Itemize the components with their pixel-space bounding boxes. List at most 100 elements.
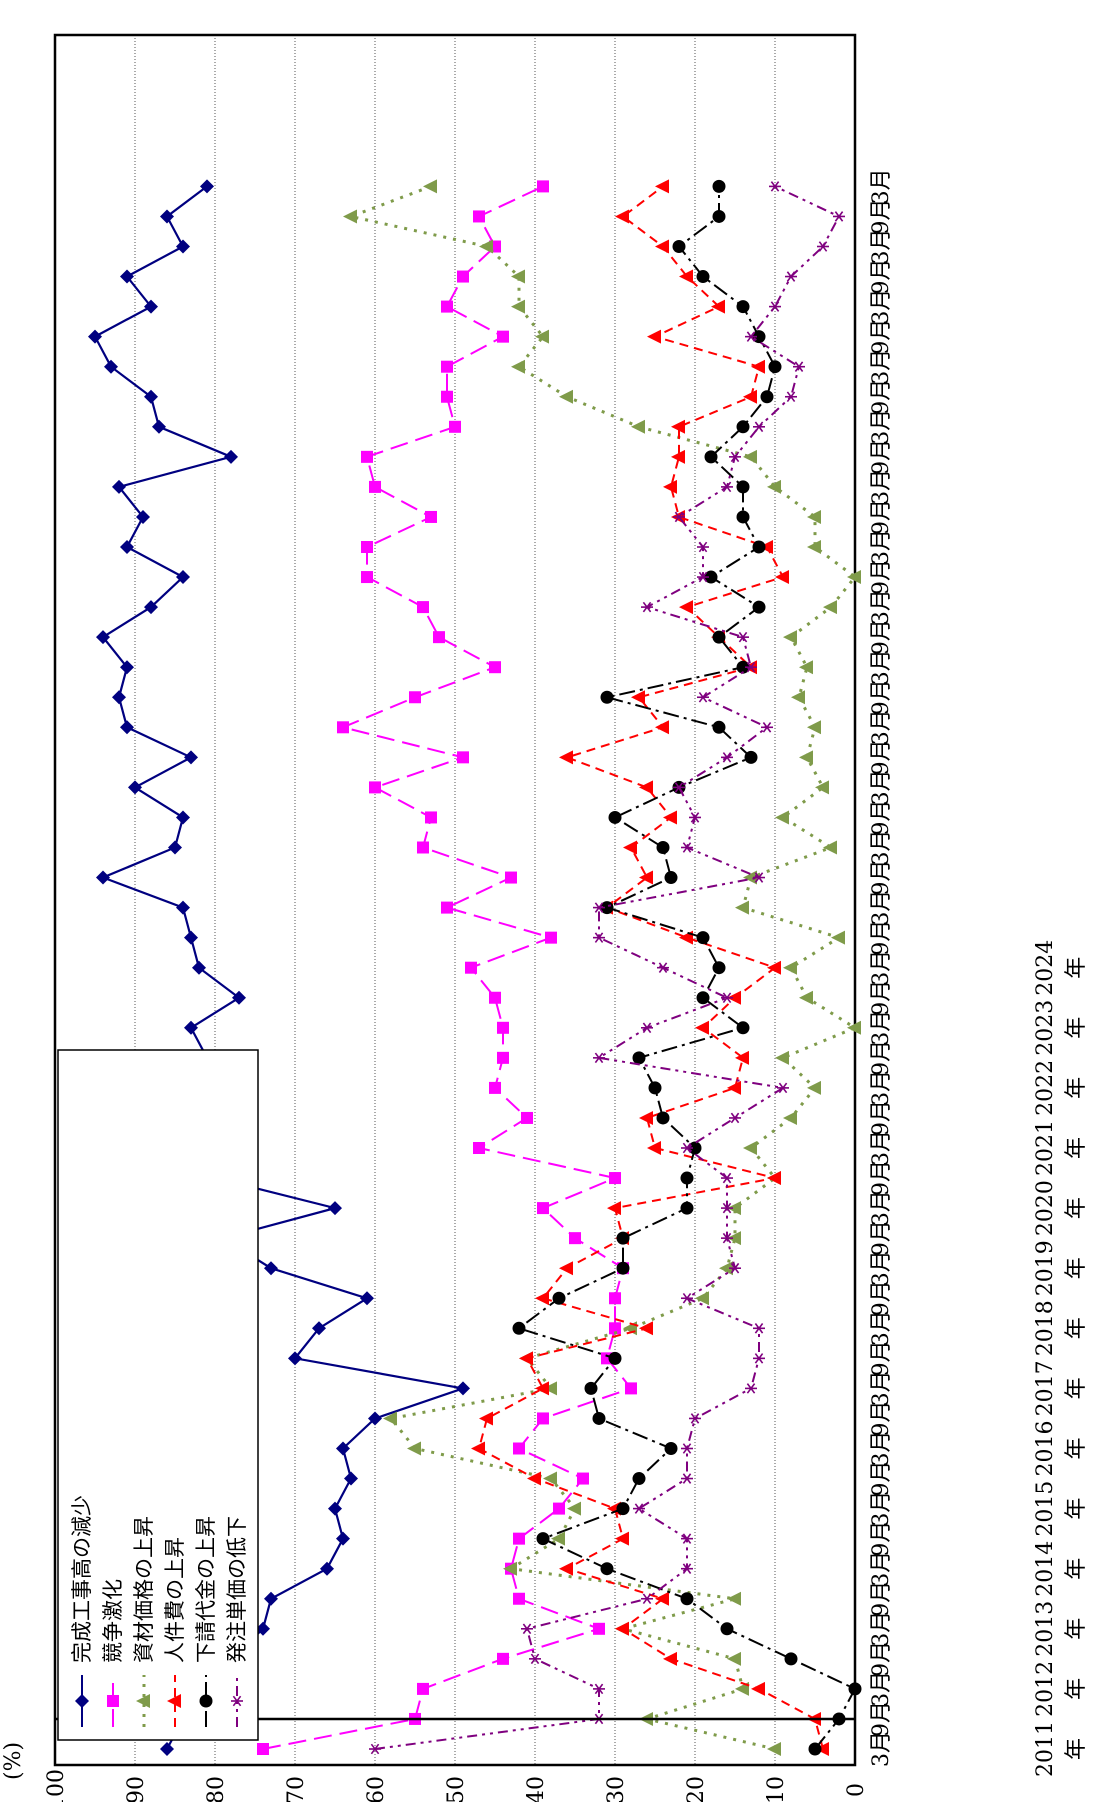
data-point-marker	[336, 1441, 350, 1456]
value-tick-label: 100	[44, 1769, 69, 1802]
data-point-marker	[112, 690, 126, 705]
data-point-marker	[288, 1351, 302, 1366]
year-suffix-label: 年	[1064, 1618, 1089, 1640]
data-point-marker	[815, 780, 829, 795]
data-point-marker	[609, 1292, 621, 1305]
year-tick-label: 2022	[1033, 1060, 1058, 1116]
month-tick-label: 3月	[869, 1130, 894, 1166]
data-point-marker	[344, 1471, 358, 1486]
data-point-marker	[712, 630, 726, 644]
month-tick-label: 3月	[869, 1010, 894, 1046]
data-point-marker	[655, 239, 669, 254]
year-suffix-label: 年	[1064, 1377, 1089, 1399]
data-point-marker	[663, 479, 677, 494]
year-suffix-label: 年	[1064, 1257, 1089, 1279]
data-point-marker	[505, 871, 517, 884]
data-point-marker	[529, 1653, 541, 1665]
data-point-marker	[631, 690, 645, 705]
data-point-marker	[727, 1651, 741, 1666]
data-point-marker	[647, 329, 661, 344]
data-point-marker	[343, 209, 357, 224]
data-point-marker	[655, 179, 669, 194]
month-tick-label: 9月	[869, 1461, 894, 1497]
data-point-marker	[328, 1501, 342, 1516]
data-point-marker	[497, 1051, 509, 1064]
data-point-marker	[615, 1531, 629, 1546]
data-point-marker	[639, 780, 653, 795]
data-point-marker	[727, 1080, 741, 1095]
data-point-marker	[655, 720, 669, 735]
month-tick-label: 9月	[869, 1280, 894, 1316]
data-point-marker	[553, 1502, 565, 1515]
data-point-marker	[727, 990, 741, 1005]
data-point-marker	[545, 931, 557, 944]
data-point-marker	[745, 661, 757, 673]
data-point-marker	[144, 299, 158, 314]
data-point-marker	[761, 722, 773, 733]
data-point-marker	[664, 1442, 678, 1455]
data-point-marker	[417, 841, 429, 854]
data-point-marker	[136, 1694, 150, 1708]
data-point-marker	[368, 1411, 382, 1426]
data-point-marker	[737, 631, 749, 643]
data-point-marker	[160, 209, 174, 224]
value-tick-label: 50	[444, 1776, 469, 1802]
data-point-marker	[727, 1591, 741, 1606]
data-point-marker	[767, 1742, 781, 1756]
data-point-marker	[736, 300, 750, 314]
data-point-marker	[808, 1742, 822, 1756]
legend-label: 下請代金の上昇	[194, 1516, 218, 1663]
data-point-marker	[535, 329, 549, 344]
data-point-marker	[328, 1201, 342, 1216]
data-point-marker	[767, 960, 781, 975]
year-suffix-label: 年	[1064, 1197, 1089, 1219]
data-point-marker	[168, 840, 182, 855]
data-point-marker	[767, 479, 781, 494]
unit-label: (%)	[1, 1742, 26, 1780]
data-point-marker	[727, 1231, 741, 1246]
data-point-marker	[144, 600, 158, 615]
data-point-marker	[176, 810, 190, 825]
data-point-marker	[688, 1141, 702, 1155]
data-point-marker	[200, 179, 214, 194]
month-tick-label: 9月	[869, 1040, 894, 1076]
data-point-marker	[559, 1261, 573, 1276]
data-point-marker	[473, 1142, 485, 1154]
data-point-marker	[847, 570, 861, 585]
data-point-marker	[577, 1472, 589, 1485]
series-group	[512, 179, 862, 1756]
data-point-marker	[815, 1742, 829, 1756]
month-tick-label: 3月	[869, 1310, 894, 1346]
data-point-marker	[120, 720, 134, 735]
year-suffix-label: 年	[1064, 1077, 1089, 1099]
month-tick-label: 9月	[869, 499, 894, 535]
legend-label: 競争激化	[101, 1579, 125, 1663]
data-point-marker	[107, 1695, 119, 1707]
data-point-marker	[264, 1591, 278, 1606]
month-tick-label: 9月	[869, 1581, 894, 1617]
data-point-marker	[192, 960, 206, 975]
data-point-marker	[584, 1381, 598, 1395]
data-point-marker	[657, 962, 669, 973]
data-point-marker	[680, 1201, 694, 1215]
data-point-marker	[511, 269, 525, 284]
data-point-marker	[257, 1743, 269, 1755]
data-point-marker	[664, 871, 678, 885]
data-point-marker	[527, 1471, 541, 1486]
data-point-marker	[593, 1683, 605, 1695]
month-tick-label: 9月	[869, 980, 894, 1016]
data-point-marker	[671, 449, 685, 464]
data-point-marker	[769, 181, 781, 192]
data-point-marker	[833, 211, 845, 222]
data-point-marker	[479, 239, 493, 254]
data-point-marker	[759, 540, 773, 554]
month-tick-label: 9月	[869, 619, 894, 655]
legend-label: 発注単価の低下	[225, 1516, 249, 1663]
value-tick-label: 20	[684, 1776, 709, 1802]
data-point-marker	[567, 1501, 581, 1516]
data-point-marker	[369, 480, 381, 493]
data-point-marker	[760, 390, 774, 404]
data-point-marker	[807, 509, 821, 524]
data-point-marker	[136, 509, 150, 524]
data-point-marker	[513, 1442, 525, 1455]
